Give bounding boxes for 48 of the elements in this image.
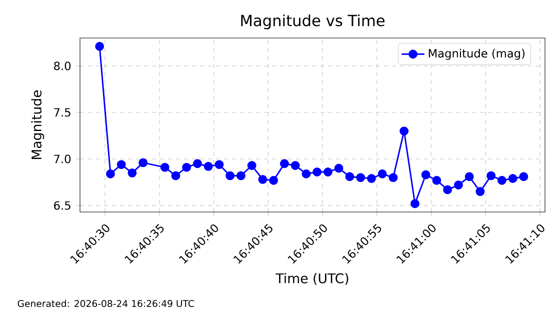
point — [334, 164, 344, 173]
chart-title: Magnitude vs Time — [241, 14, 385, 30]
point — [323, 168, 332, 176]
point — [302, 169, 311, 178]
point — [378, 169, 387, 178]
point — [226, 171, 235, 180]
point — [421, 170, 430, 180]
point — [106, 169, 115, 178]
point — [116, 160, 126, 170]
x-axis-title: Time (UTC) — [276, 273, 348, 285]
point — [258, 174, 268, 184]
point — [443, 185, 452, 194]
point — [95, 42, 104, 51]
point — [388, 173, 398, 182]
point — [432, 176, 442, 185]
point — [410, 199, 420, 208]
y-tick-label: 8.0 — [54, 62, 71, 70]
point — [160, 162, 170, 172]
point — [236, 171, 246, 180]
y-tick-label: 7.0 — [54, 154, 71, 164]
point — [486, 171, 496, 180]
point — [476, 187, 485, 196]
point — [497, 176, 506, 185]
point — [192, 159, 202, 168]
point — [366, 174, 376, 183]
point — [204, 162, 213, 171]
point — [400, 126, 409, 136]
point — [290, 161, 300, 170]
text: Generated: 2026-08-24 16:26:49 UTC — [18, 300, 194, 308]
point — [247, 161, 256, 170]
point — [312, 168, 322, 176]
y-axis-title: Magnitude — [31, 90, 44, 159]
point — [182, 162, 192, 172]
legend-label: Magnitude (mag) — [428, 48, 524, 60]
point — [464, 172, 474, 182]
point — [356, 173, 366, 182]
y-tick-label: 6.5 — [54, 201, 70, 210]
point — [138, 158, 148, 168]
point — [280, 159, 289, 168]
point — [508, 174, 518, 183]
point — [214, 160, 224, 170]
point — [519, 172, 528, 182]
point — [454, 180, 463, 190]
point — [171, 171, 180, 180]
y-tick-label: 7.5 — [54, 108, 70, 117]
point — [345, 172, 354, 182]
point — [269, 176, 278, 185]
point — [128, 168, 137, 178]
